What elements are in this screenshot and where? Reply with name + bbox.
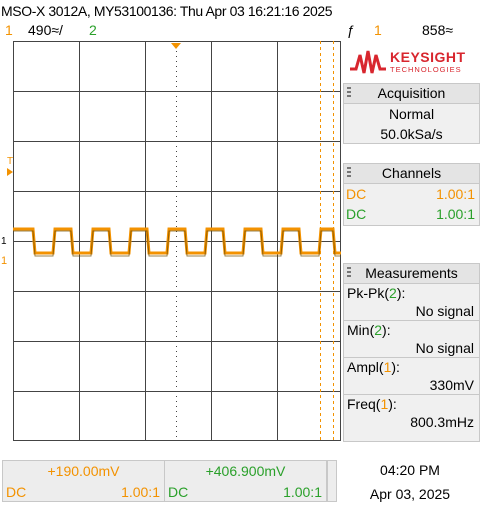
ch1-number[interactable]: 1 (5, 22, 13, 38)
meas-1-value: No signal (344, 302, 479, 321)
ch1-scale[interactable]: 490≈/ (28, 22, 63, 38)
meas-3-name: Ampl(1): (347, 359, 400, 375)
status-header: MSO-X 3012A, MY53100136: Thu Apr 03 16:2… (0, 0, 482, 40)
ch1-probe: 1.00:1 (436, 186, 475, 202)
keysight-logo: KEYSIGHT TECHNOLOGIES (344, 41, 478, 81)
meas-4-value: 800.3mHz (410, 414, 474, 430)
trigger-channel[interactable]: 1 (374, 22, 382, 38)
ch1-settings-box[interactable]: +190.00mV DC 1.00:1 (2, 460, 165, 502)
meas-2-value: No signal (344, 339, 479, 358)
acquisition-mode: Normal (388, 106, 435, 122)
trigger-level[interactable]: 858≈ (422, 22, 454, 38)
ch2-offset: +406.900mV (205, 463, 286, 479)
ch1-offset-arrow-icon: 1 (1, 236, 7, 247)
ch2-coupling: DC (346, 206, 367, 222)
ch2-number[interactable]: 2 (89, 22, 97, 38)
ch2-probe: 1.00:1 (436, 206, 475, 222)
meas-1-name: Pk-Pk(2): (347, 285, 406, 301)
grip-icon (347, 167, 351, 179)
ch2-bottom-probe: 1.00:1 (283, 484, 322, 500)
instrument-title: MSO-X 3012A, MY53100136: Thu Apr 03 16:2… (1, 3, 333, 19)
acquisition-title: Acquisition (377, 85, 446, 101)
meas-3-value: 330mV (344, 376, 479, 395)
ch1-bottom-probe: 1.00:1 (121, 484, 160, 500)
ch1-offset: +190.00mV (47, 463, 120, 479)
grip-icon (347, 87, 351, 99)
meas-2-name: Min(2): (347, 322, 391, 338)
keysight-wave-icon (350, 50, 386, 74)
channels-title: Channels (381, 165, 442, 181)
measurements-title: Measurements (365, 265, 458, 281)
ch2-settings-box[interactable]: +406.900mV DC 1.00:1 (164, 460, 327, 502)
logo-sub: TECHNOLOGIES (390, 65, 462, 74)
trigger-level-marker[interactable]: T (7, 156, 14, 167)
waveform-display[interactable] (13, 41, 341, 441)
bottom-bar: +190.00mV DC 1.00:1 +406.900mV DC 1.00:1… (0, 458, 482, 503)
clock-time: 04:20 PM (380, 462, 440, 478)
logo-name: KEYSIGHT (390, 49, 466, 65)
grip-icon (347, 267, 351, 279)
ch2-bottom-coupling: DC (168, 484, 189, 500)
waveform-graticule (13, 41, 341, 441)
ch1-bottom-coupling: DC (6, 484, 27, 500)
trigger-icon[interactable]: ƒ (347, 22, 355, 38)
channels-panel[interactable]: Channels DC 1.00:1 DC 1.00:1 (343, 163, 480, 226)
measurements-panel[interactable]: Measurements Pk-Pk(2): No signal Min(2):… (343, 263, 480, 442)
clock: 04:20 PM Apr 03, 2025 (340, 458, 480, 506)
ch1-coupling: DC (346, 186, 367, 202)
clock-date: Apr 03, 2025 (369, 486, 451, 502)
acquisition-panel[interactable]: Acquisition Normal 50.0kSa/s (343, 83, 480, 144)
extra-channel-box[interactable] (327, 460, 337, 502)
sample-rate: 50.0kSa/s (380, 126, 443, 142)
trigger-position-marker (171, 43, 181, 49)
ch1-ground-marker[interactable]: 1 (1, 255, 8, 267)
meas-4-name: Freq(1): (347, 396, 397, 412)
trigger-arrow-icon (7, 168, 13, 176)
